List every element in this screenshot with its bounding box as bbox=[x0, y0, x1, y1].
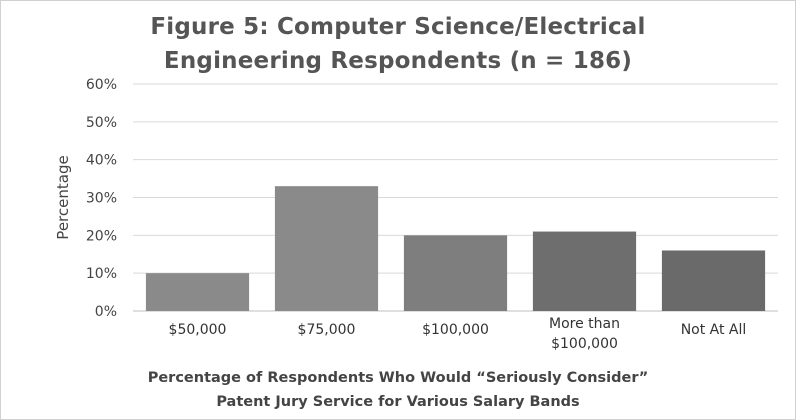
y-tick-label: 20% bbox=[86, 228, 117, 244]
bar-2 bbox=[274, 186, 379, 311]
y-tick-label: 60% bbox=[86, 77, 117, 93]
chart-title-line-2: Engineering Respondents (n = 186) bbox=[163, 48, 633, 74]
bar-4 bbox=[532, 231, 637, 311]
y-tick-label: 0% bbox=[95, 304, 117, 320]
y-tick-label: 30% bbox=[86, 191, 117, 207]
x-tick-label: Not At All bbox=[681, 322, 747, 338]
x-tick-label: $75,000 bbox=[298, 322, 356, 338]
x-tick-label: $50,000 bbox=[169, 322, 227, 338]
bar-1 bbox=[145, 273, 250, 311]
bar-5 bbox=[661, 250, 766, 311]
y-tick-label: 40% bbox=[86, 153, 117, 169]
x-tick-label: $100,000 bbox=[422, 322, 489, 338]
bar-3 bbox=[403, 235, 508, 311]
y-axis-title: Percentage bbox=[54, 155, 72, 239]
x-axis-title-line-1: Percentage of Respondents Who Would “Ser… bbox=[147, 370, 649, 386]
x-axis-title-line-2: Patent Jury Service for Various Salary B… bbox=[216, 394, 580, 410]
y-tick-label: 10% bbox=[86, 266, 117, 282]
x-tick-label: More than $100,000 bbox=[549, 316, 620, 352]
y-tick-label: 50% bbox=[86, 115, 117, 131]
chart-title-line-1: Figure 5: Computer Science/Electrical bbox=[150, 14, 646, 40]
